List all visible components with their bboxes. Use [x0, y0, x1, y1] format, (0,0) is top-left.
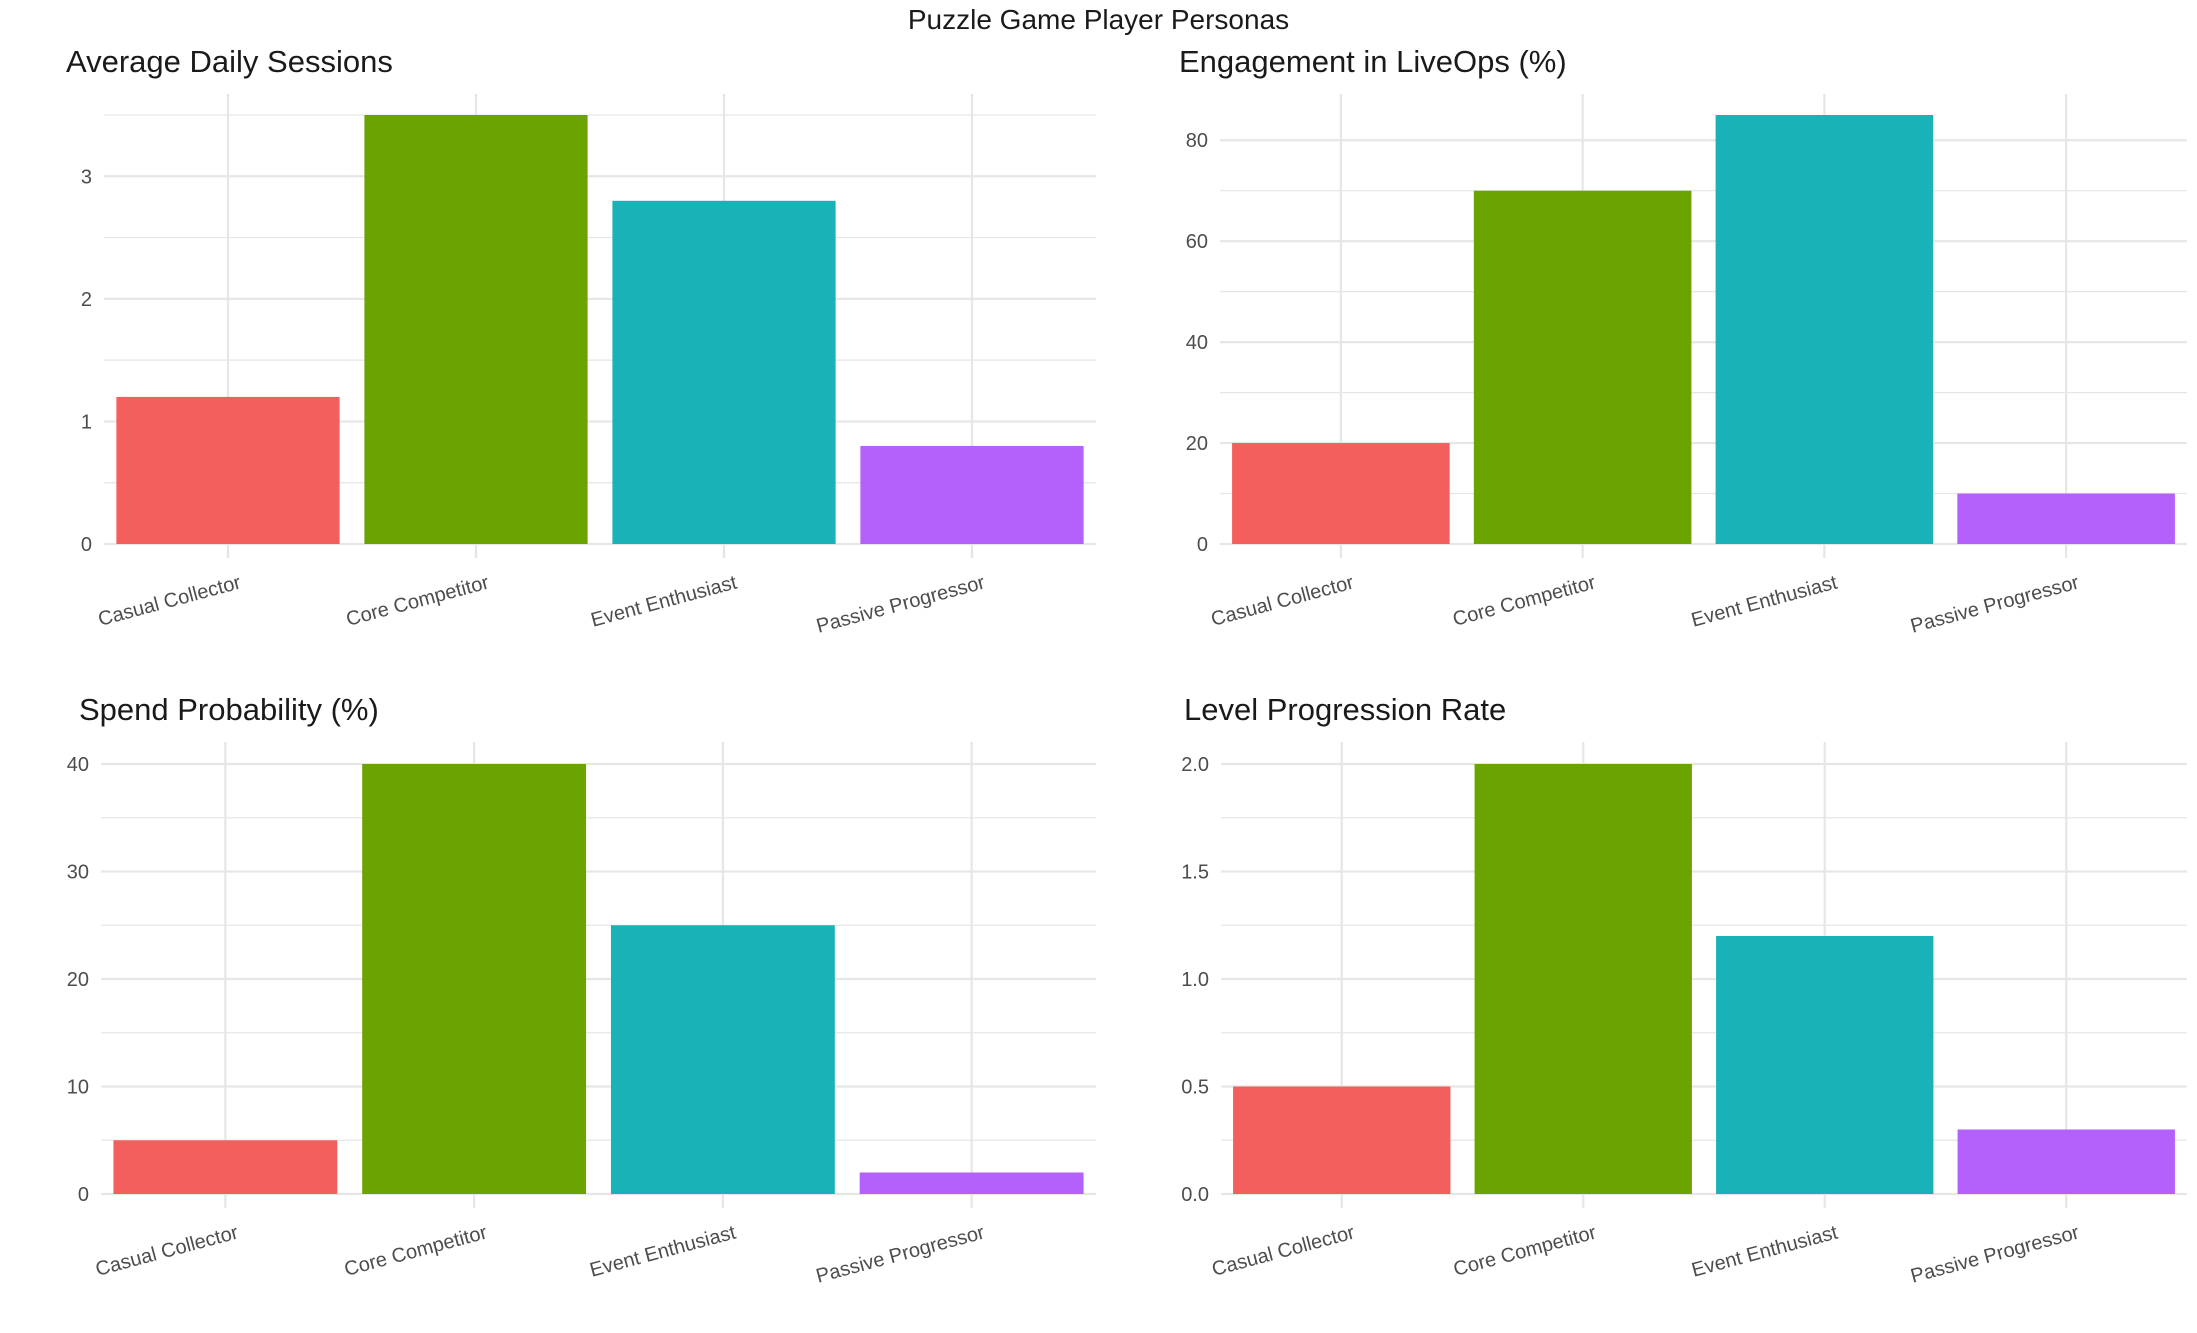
bar-core-competitor — [362, 764, 587, 1194]
y-tick-label: 0 — [81, 534, 92, 556]
y-tick-label: 0 — [1197, 534, 1208, 556]
bar-passive-progressor — [859, 1172, 1084, 1194]
chart-plot: 0 1 2 3 Casual Collector Core Competitor Event… — [81, 94, 1096, 638]
bar-passive-progressor — [1957, 1129, 2175, 1194]
bar-event-enthusiast — [610, 925, 835, 1194]
figure-title: Puzzle Game Player Personas — [907, 4, 1290, 35]
y-tick-label: 1.0 — [1181, 969, 1209, 991]
bar-event-enthusiast — [1716, 936, 1934, 1194]
bar-casual-collector — [116, 396, 340, 544]
bar-event-enthusiast — [1715, 115, 1934, 544]
chart-engagement-in-liveops: Engagement in LiveOps (%) 0 20 40 60 80 Casua… — [1179, 44, 2187, 644]
chart-average-daily-sessions: Average Daily Sessions 0 1 2 3 Casual Collec… — [66, 44, 1096, 644]
y-tick-label: 30 — [67, 862, 89, 884]
x-tick-label: Casual Collector — [1210, 1221, 1358, 1280]
y-tick-label: 10 — [67, 1077, 89, 1099]
bar-event-enthusiast — [612, 200, 836, 545]
x-tick-label: Passive Progressor — [1908, 1221, 2082, 1287]
y-tick-label: 80 — [1186, 130, 1208, 152]
chart-level-progression-rate: Level Progression Rate 0.0 0.5 1.0 1.5 2.0 Ca… — [1181, 692, 2187, 1312]
x-tick-label: Event Enthusiast — [1689, 1221, 1840, 1281]
x-tick-label: Casual Collector — [96, 571, 244, 630]
y-tick-label: 0.0 — [1181, 1184, 1209, 1206]
bar-passive-progressor — [860, 445, 1084, 544]
x-tick-label: Casual Collector — [93, 1221, 241, 1280]
y-tick-label: 60 — [1186, 231, 1208, 253]
chart-title: Engagement in LiveOps (%) — [1179, 44, 1567, 79]
x-tick-label: Event Enthusiast — [589, 571, 740, 631]
x-tick-label: Passive Progressor — [814, 571, 988, 637]
bar-core-competitor — [1474, 764, 1692, 1194]
bar-casual-collector — [1232, 443, 1450, 544]
chart-plot: 0 10 20 30 40 Casual Collector Core Competitor… — [67, 742, 1096, 1288]
x-tick-label: Passive Progressor — [1908, 571, 2082, 637]
x-tick-label: Event Enthusiast — [587, 1221, 738, 1281]
y-tick-label: 2 — [81, 289, 92, 311]
y-tick-label: 3 — [81, 166, 92, 188]
bar-passive-progressor — [1957, 493, 2175, 544]
y-tick-label: 1.5 — [1181, 862, 1209, 884]
x-tick-label: Casual Collector — [1209, 571, 1357, 630]
bar-core-competitor — [364, 115, 588, 544]
chart-plot: 0 20 40 60 80 Casual Collector Core Competitor… — [1186, 94, 2187, 638]
chart-spend-probability: Spend Probability (%) 0 10 20 30 40 Casual Co… — [67, 692, 1096, 1312]
y-tick-label: 2.0 — [1181, 754, 1209, 776]
y-tick-label: 0.5 — [1181, 1077, 1209, 1099]
chart-title: Spend Probability (%) — [79, 692, 379, 727]
bar-core-competitor — [1473, 190, 1692, 545]
y-tick-label: 20 — [67, 969, 89, 991]
chart-title: Level Progression Rate — [1184, 692, 1507, 727]
y-tick-label: 20 — [1186, 433, 1208, 455]
x-tick-label: Core Competitor — [342, 1221, 490, 1280]
x-tick-label: Core Competitor — [1451, 571, 1599, 630]
bar-casual-collector — [113, 1140, 338, 1194]
y-tick-label: 1 — [81, 411, 92, 433]
chart-title: Average Daily Sessions — [66, 44, 393, 79]
x-tick-label: Event Enthusiast — [1689, 571, 1840, 631]
y-tick-label: 40 — [67, 754, 89, 776]
y-tick-label: 40 — [1186, 332, 1208, 354]
x-tick-label: Core Competitor — [344, 571, 492, 630]
x-tick-label: Passive Progressor — [814, 1221, 988, 1287]
x-tick-label: Core Competitor — [1451, 1221, 1599, 1280]
chart-plot: 0.0 0.5 1.0 1.5 2.0 Casual Collector Core Comp… — [1181, 742, 2187, 1288]
bar-casual-collector — [1233, 1086, 1451, 1194]
y-tick-label: 0 — [78, 1184, 89, 1206]
